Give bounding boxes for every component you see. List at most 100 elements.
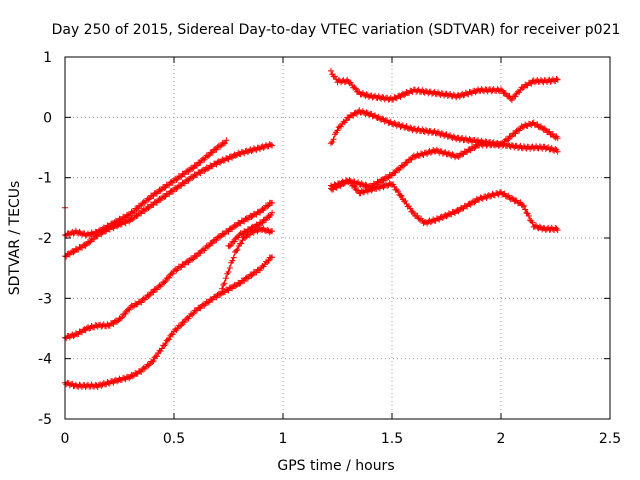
data-point bbox=[402, 198, 409, 204]
data-point bbox=[138, 203, 145, 209]
data-point bbox=[91, 236, 98, 242]
data-point bbox=[154, 286, 160, 293]
data-point bbox=[521, 203, 527, 209]
data-point bbox=[414, 212, 421, 219]
data-point bbox=[189, 256, 196, 263]
data-point bbox=[154, 353, 160, 360]
data-point bbox=[553, 76, 560, 82]
data-point bbox=[554, 148, 561, 155]
data-point bbox=[129, 216, 136, 223]
data-point bbox=[86, 239, 93, 246]
data-point bbox=[242, 235, 248, 241]
data-point bbox=[328, 140, 334, 147]
data-point bbox=[181, 261, 188, 268]
data-point bbox=[169, 331, 176, 338]
data-point bbox=[410, 209, 417, 216]
data-point bbox=[209, 149, 216, 156]
data-point bbox=[221, 280, 228, 287]
data-point bbox=[181, 319, 188, 326]
data-point bbox=[178, 322, 185, 329]
data-point bbox=[222, 140, 229, 147]
series-track-j bbox=[328, 177, 561, 234]
data-point bbox=[162, 278, 169, 285]
data-point bbox=[226, 243, 233, 250]
data-point bbox=[508, 97, 515, 104]
data-point bbox=[529, 219, 536, 226]
data-point bbox=[331, 73, 338, 80]
data-point bbox=[213, 237, 220, 244]
ticks bbox=[64, 56, 611, 420]
data-point bbox=[264, 259, 271, 266]
data-point bbox=[161, 185, 168, 191]
series-track-f bbox=[219, 225, 276, 292]
data-point bbox=[401, 92, 408, 99]
data-point bbox=[384, 175, 391, 182]
data-point bbox=[134, 205, 141, 212]
data-point bbox=[334, 127, 341, 134]
data-point bbox=[145, 293, 152, 300]
data-point bbox=[217, 292, 223, 298]
data-point bbox=[117, 315, 124, 322]
data-point bbox=[502, 90, 509, 97]
data-point bbox=[209, 296, 216, 303]
data-point bbox=[519, 85, 526, 91]
data-point bbox=[169, 270, 176, 277]
data-point bbox=[265, 257, 272, 264]
data-point bbox=[407, 205, 414, 212]
data-point bbox=[166, 274, 173, 281]
data-point bbox=[267, 141, 274, 148]
data-point bbox=[194, 253, 200, 260]
data-point bbox=[269, 228, 276, 235]
data-point bbox=[189, 166, 196, 172]
data-point bbox=[554, 135, 561, 142]
y-axis-label: SDTVAR / TECUs bbox=[7, 181, 23, 296]
data-point bbox=[233, 247, 240, 254]
data-point bbox=[222, 275, 229, 282]
data-point bbox=[389, 172, 395, 179]
series-line bbox=[64, 255, 273, 387]
data-point bbox=[145, 196, 152, 203]
data-point bbox=[204, 299, 211, 306]
y-tick-label: -3 bbox=[38, 291, 52, 307]
data-point bbox=[398, 193, 405, 199]
data-point bbox=[408, 156, 415, 163]
data-point bbox=[227, 242, 234, 249]
x-tick-label: 0 bbox=[61, 431, 70, 447]
data-point bbox=[264, 203, 271, 210]
y-tick-label: -1 bbox=[38, 171, 52, 187]
data-point bbox=[512, 130, 519, 137]
data-point bbox=[162, 341, 169, 347]
x-tick-label: 2.5 bbox=[599, 431, 621, 447]
data-point bbox=[173, 186, 180, 192]
data-point bbox=[235, 234, 242, 241]
data-point bbox=[181, 180, 188, 187]
x-tick-label: 1 bbox=[279, 431, 288, 447]
data-point bbox=[166, 191, 173, 198]
data-point bbox=[554, 76, 561, 83]
data-point bbox=[269, 199, 276, 206]
data-point bbox=[522, 206, 529, 213]
data-point bbox=[219, 285, 225, 292]
tick-labels: 0 0.5 1 1.5 2 2.5 -5 -4 -3 -2 -1 0 1 bbox=[38, 50, 621, 447]
data-point bbox=[166, 336, 173, 343]
data-point bbox=[328, 67, 334, 74]
data-point bbox=[501, 190, 508, 197]
chart-title: Day 250 of 2015, Sidereal Day-to-day VTE… bbox=[52, 22, 621, 38]
data-point bbox=[351, 183, 358, 190]
y-tick-label: 1 bbox=[43, 50, 52, 66]
data-point bbox=[145, 362, 152, 369]
data-point bbox=[340, 180, 347, 187]
data-layer bbox=[62, 67, 561, 390]
data-point bbox=[269, 142, 276, 149]
series-track-g bbox=[328, 67, 561, 104]
data-point bbox=[161, 194, 168, 201]
data-point bbox=[114, 318, 121, 325]
data-point bbox=[231, 238, 238, 245]
data-point bbox=[263, 217, 269, 224]
data-point bbox=[164, 336, 171, 343]
data-point bbox=[329, 139, 336, 145]
data-point bbox=[512, 93, 519, 100]
series-line bbox=[64, 141, 227, 236]
data-point bbox=[392, 169, 399, 176]
